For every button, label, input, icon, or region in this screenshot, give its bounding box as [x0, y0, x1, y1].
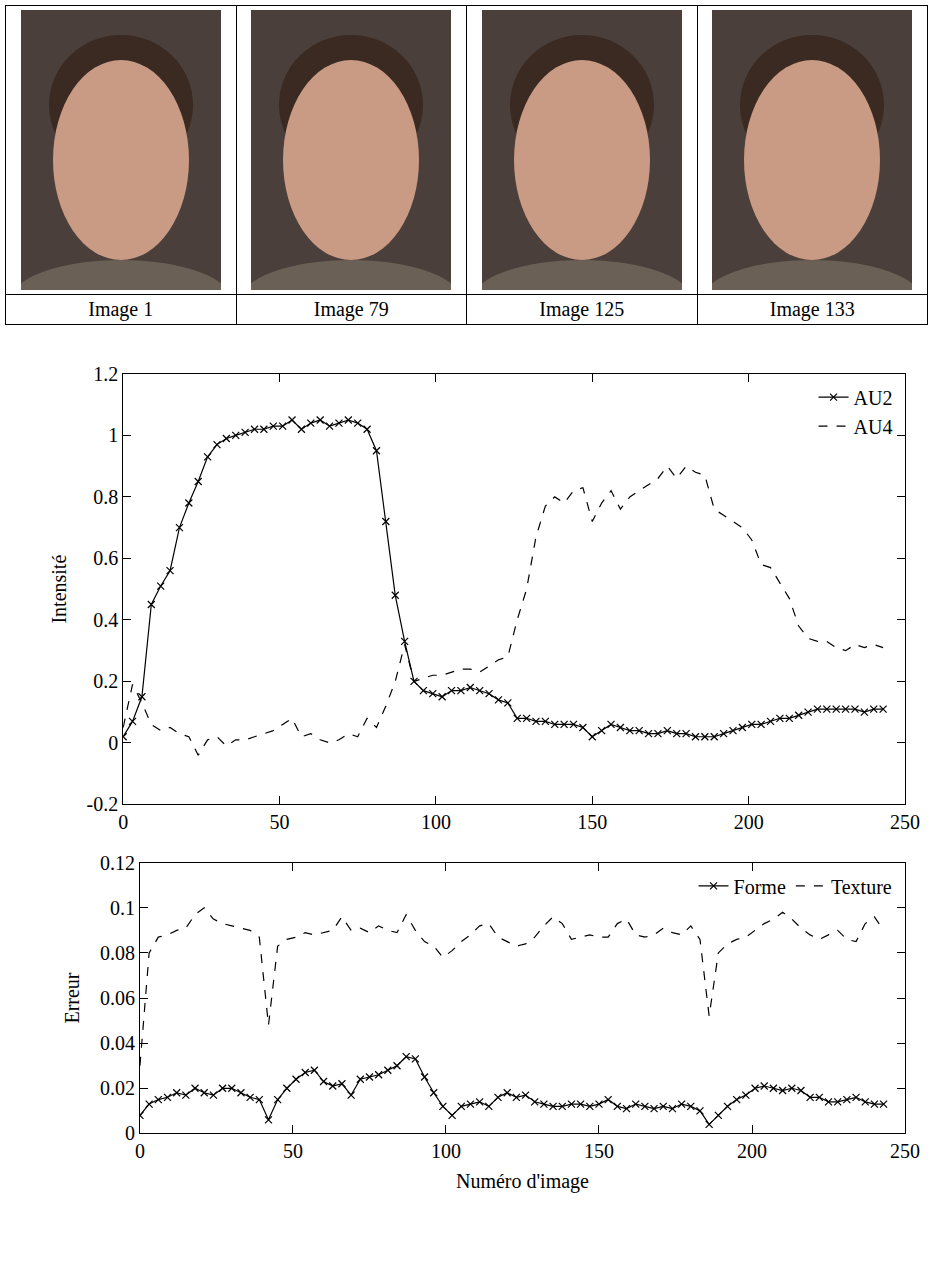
html-text:Image 133: Image 133 — [769, 298, 855, 320]
svg-text:0.4: 0.4 — [93, 609, 118, 631]
svg-text:0.04: 0.04 — [100, 1032, 135, 1054]
svg-text:-0.2: -0.2 — [86, 793, 118, 815]
svg-text:50: 50 — [283, 1140, 303, 1162]
svg-text:AU4: AU4 — [854, 416, 893, 438]
svg-text:AU2: AU2 — [854, 387, 893, 409]
svg-text:Erreur: Erreur — [61, 972, 83, 1023]
svg-text:Texture: Texture — [831, 876, 892, 898]
svg-text:0.1: 0.1 — [110, 897, 135, 919]
svg-text:200: 200 — [734, 811, 764, 833]
svg-text:Forme: Forme — [734, 876, 786, 898]
svg-text:100: 100 — [431, 1140, 461, 1162]
svg-text:100: 100 — [421, 811, 451, 833]
svg-text:200: 200 — [737, 1140, 767, 1162]
svg-text:0: 0 — [135, 1140, 145, 1162]
svg-text:250: 250 — [890, 811, 920, 833]
html-text:Image 1: Image 1 — [88, 298, 154, 320]
svg-text:0.06: 0.06 — [100, 987, 135, 1009]
html-text:Image 79: Image 79 — [313, 298, 389, 320]
svg-text:0.12: 0.12 — [100, 852, 135, 874]
svg-text:0.8: 0.8 — [93, 486, 118, 508]
svg-text:0.2: 0.2 — [93, 670, 118, 692]
svg-text:0: 0 — [118, 811, 128, 833]
svg-text:1.2: 1.2 — [93, 363, 118, 385]
svg-text:0.02: 0.02 — [100, 1077, 135, 1099]
html-text:Image 125: Image 125 — [539, 298, 625, 320]
svg-text:0.6: 0.6 — [93, 547, 118, 569]
svg-text:0.08: 0.08 — [100, 942, 135, 964]
svg-text:150: 150 — [584, 1140, 614, 1162]
svg-text:250: 250 — [890, 1140, 920, 1162]
svg-text:150: 150 — [577, 811, 607, 833]
svg-text:1: 1 — [108, 424, 118, 446]
svg-text:0: 0 — [125, 1122, 135, 1144]
svg-text:50: 50 — [270, 811, 290, 833]
svg-text:Numéro d'image: Numéro d'image — [456, 1170, 589, 1193]
svg-text:Intensité: Intensité — [48, 555, 70, 624]
svg-text:0: 0 — [108, 732, 118, 754]
